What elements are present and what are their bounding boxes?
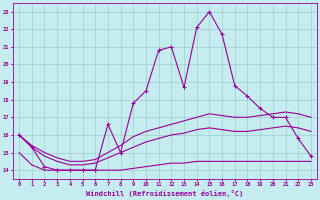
X-axis label: Windchill (Refroidissement éolien,°C): Windchill (Refroidissement éolien,°C)	[86, 190, 244, 197]
